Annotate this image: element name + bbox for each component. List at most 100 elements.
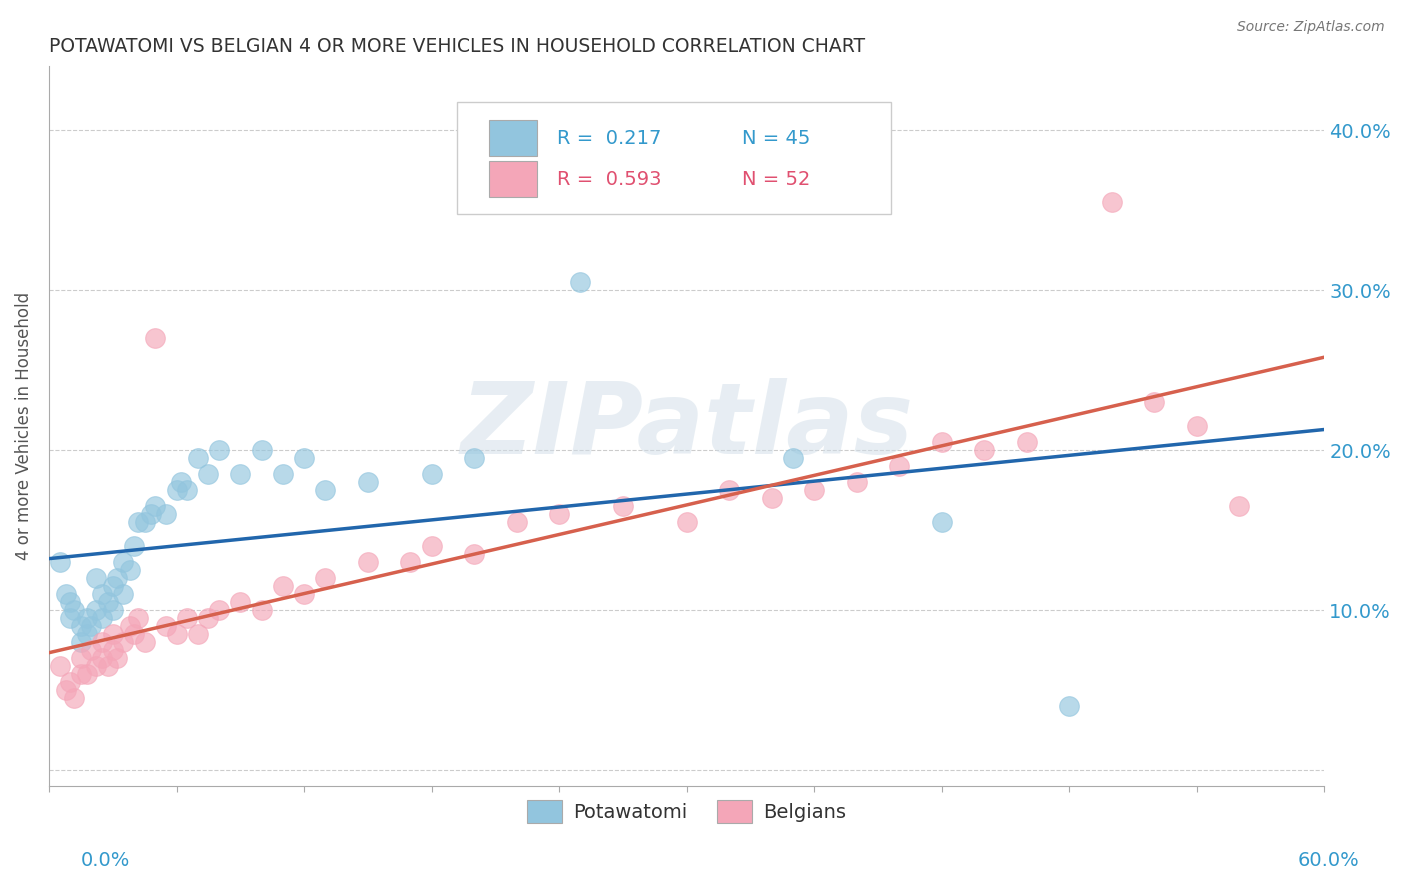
Point bbox=[399, 555, 422, 569]
Point bbox=[70, 635, 93, 649]
Point bbox=[59, 675, 82, 690]
Point bbox=[197, 467, 219, 482]
Point bbox=[187, 627, 209, 641]
Point bbox=[314, 571, 336, 585]
FancyBboxPatch shape bbox=[489, 120, 537, 156]
Point bbox=[55, 587, 77, 601]
Point bbox=[84, 603, 107, 617]
Point bbox=[91, 587, 114, 601]
Point bbox=[208, 603, 231, 617]
Point bbox=[118, 619, 141, 633]
Point bbox=[76, 627, 98, 641]
Point bbox=[70, 619, 93, 633]
Point bbox=[76, 667, 98, 681]
Point bbox=[782, 451, 804, 466]
Point bbox=[845, 475, 868, 490]
Point bbox=[931, 435, 953, 450]
Point bbox=[80, 643, 103, 657]
Text: 60.0%: 60.0% bbox=[1298, 851, 1360, 871]
Point bbox=[208, 443, 231, 458]
Point bbox=[101, 627, 124, 641]
Point bbox=[463, 547, 485, 561]
Point bbox=[718, 483, 741, 498]
Text: ZIPatlas: ZIPatlas bbox=[460, 377, 914, 475]
Point bbox=[55, 683, 77, 698]
Point bbox=[187, 451, 209, 466]
Point bbox=[176, 483, 198, 498]
Point bbox=[569, 275, 592, 289]
Point bbox=[1015, 435, 1038, 450]
Y-axis label: 4 or more Vehicles in Household: 4 or more Vehicles in Household bbox=[15, 292, 32, 560]
Point bbox=[292, 451, 315, 466]
Point bbox=[166, 483, 188, 498]
Point bbox=[420, 467, 443, 482]
Point bbox=[59, 611, 82, 625]
Point bbox=[155, 507, 177, 521]
Point bbox=[761, 491, 783, 505]
Point bbox=[357, 555, 380, 569]
Point bbox=[973, 443, 995, 458]
Point bbox=[612, 499, 634, 513]
Point bbox=[134, 515, 156, 529]
Point bbox=[122, 539, 145, 553]
Point bbox=[76, 611, 98, 625]
Point bbox=[271, 467, 294, 482]
Point bbox=[91, 611, 114, 625]
Point bbox=[127, 611, 149, 625]
Point bbox=[170, 475, 193, 490]
Point bbox=[91, 635, 114, 649]
Point bbox=[176, 611, 198, 625]
Point bbox=[463, 451, 485, 466]
Point bbox=[1185, 419, 1208, 434]
Point bbox=[420, 539, 443, 553]
Point bbox=[229, 595, 252, 609]
Point bbox=[505, 515, 527, 529]
Point bbox=[48, 555, 70, 569]
Point bbox=[134, 635, 156, 649]
FancyBboxPatch shape bbox=[457, 103, 891, 214]
Point bbox=[250, 443, 273, 458]
Point bbox=[63, 603, 86, 617]
Point bbox=[292, 587, 315, 601]
Point bbox=[70, 667, 93, 681]
Point bbox=[250, 603, 273, 617]
Point bbox=[1143, 395, 1166, 409]
Point bbox=[931, 515, 953, 529]
Point bbox=[101, 579, 124, 593]
Point bbox=[314, 483, 336, 498]
Point bbox=[105, 651, 128, 665]
Point bbox=[59, 595, 82, 609]
Point bbox=[48, 659, 70, 673]
Point bbox=[889, 459, 911, 474]
Text: POTAWATOMI VS BELGIAN 4 OR MORE VEHICLES IN HOUSEHOLD CORRELATION CHART: POTAWATOMI VS BELGIAN 4 OR MORE VEHICLES… bbox=[49, 37, 865, 56]
Legend: Potawatomi, Belgians: Potawatomi, Belgians bbox=[519, 792, 855, 830]
Text: R =  0.217: R = 0.217 bbox=[557, 128, 661, 148]
Point bbox=[112, 635, 135, 649]
Point bbox=[271, 579, 294, 593]
Text: N = 45: N = 45 bbox=[741, 128, 810, 148]
Point bbox=[357, 475, 380, 490]
Point bbox=[122, 627, 145, 641]
Point bbox=[70, 651, 93, 665]
Text: N = 52: N = 52 bbox=[741, 169, 810, 189]
Point bbox=[91, 651, 114, 665]
Point bbox=[197, 611, 219, 625]
Point bbox=[675, 515, 697, 529]
Point bbox=[1101, 195, 1123, 210]
Point bbox=[84, 571, 107, 585]
Point bbox=[105, 571, 128, 585]
Point bbox=[143, 331, 166, 345]
Point bbox=[155, 619, 177, 633]
Point bbox=[101, 643, 124, 657]
Point bbox=[97, 595, 120, 609]
Point bbox=[84, 659, 107, 673]
Point bbox=[97, 659, 120, 673]
Point bbox=[548, 507, 571, 521]
Point bbox=[112, 587, 135, 601]
Text: R =  0.593: R = 0.593 bbox=[557, 169, 661, 189]
Point bbox=[803, 483, 825, 498]
FancyBboxPatch shape bbox=[489, 161, 537, 197]
Text: Source: ZipAtlas.com: Source: ZipAtlas.com bbox=[1237, 20, 1385, 34]
Point bbox=[127, 515, 149, 529]
Point bbox=[166, 627, 188, 641]
